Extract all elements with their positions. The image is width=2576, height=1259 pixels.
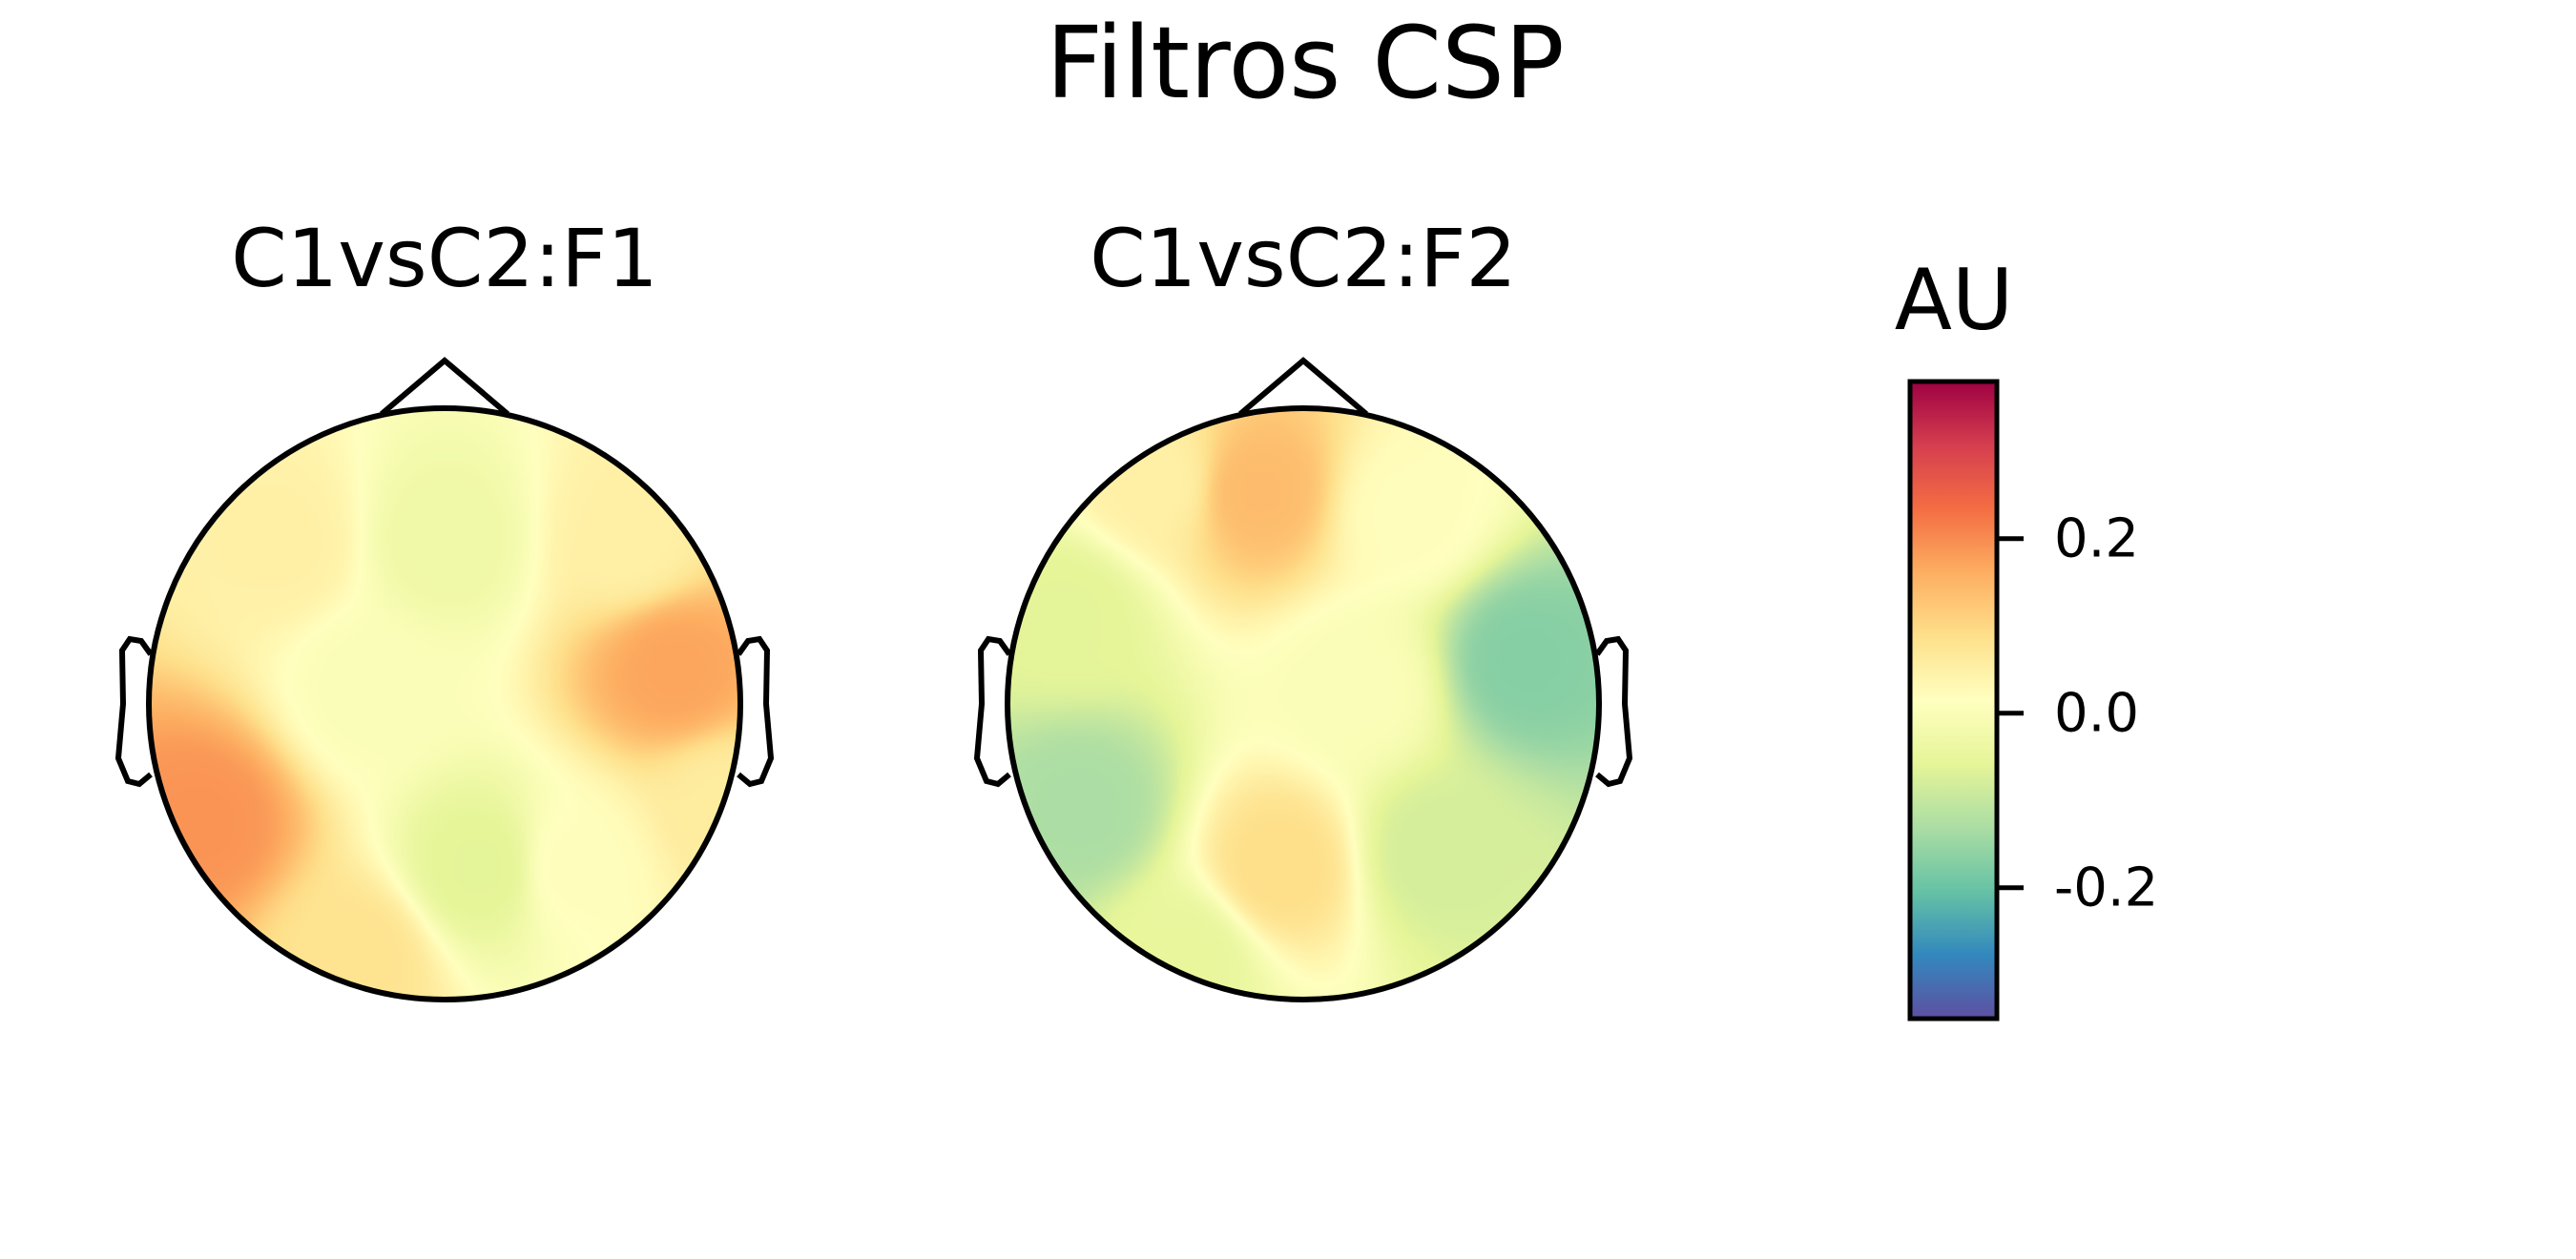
topomap-heatmap [149, 408, 740, 1000]
colorbar-label: AU [1895, 251, 2014, 349]
right-ear [736, 635, 775, 788]
nose [1238, 357, 1368, 417]
left-ear [973, 635, 1012, 788]
left-ear [114, 635, 154, 788]
topomap-heatmap [1008, 408, 1599, 1000]
colorbar-ticks: 0.2 0.0 -0.2 [1997, 508, 2158, 919]
topomaps: C1vsC2:F1 C1vsC2:F2 [114, 212, 1633, 1002]
colorbar-gradient [1907, 379, 2000, 1022]
topomap-title: C1vsC2:F1 [231, 212, 658, 305]
right-ear [1594, 635, 1633, 788]
head-outline [146, 405, 743, 1002]
topomap-1: C1vsC2:F1 [114, 212, 775, 1002]
figure-title: Filtros CSP [1046, 5, 1565, 121]
colorbar-tick-label: 0.2 [2054, 508, 2139, 570]
topomap-2: C1vsC2:F2 [973, 212, 1633, 1002]
topomap-title: C1vsC2:F2 [1090, 212, 1517, 305]
nose [380, 357, 509, 417]
colorbar-tick-label: -0.2 [2054, 857, 2158, 919]
head-outline [1005, 405, 1602, 1002]
colorbar-tick-label: 0.0 [2054, 683, 2139, 745]
colorbar: AU 0.2 0.0 -0.2 [1895, 251, 2158, 1022]
